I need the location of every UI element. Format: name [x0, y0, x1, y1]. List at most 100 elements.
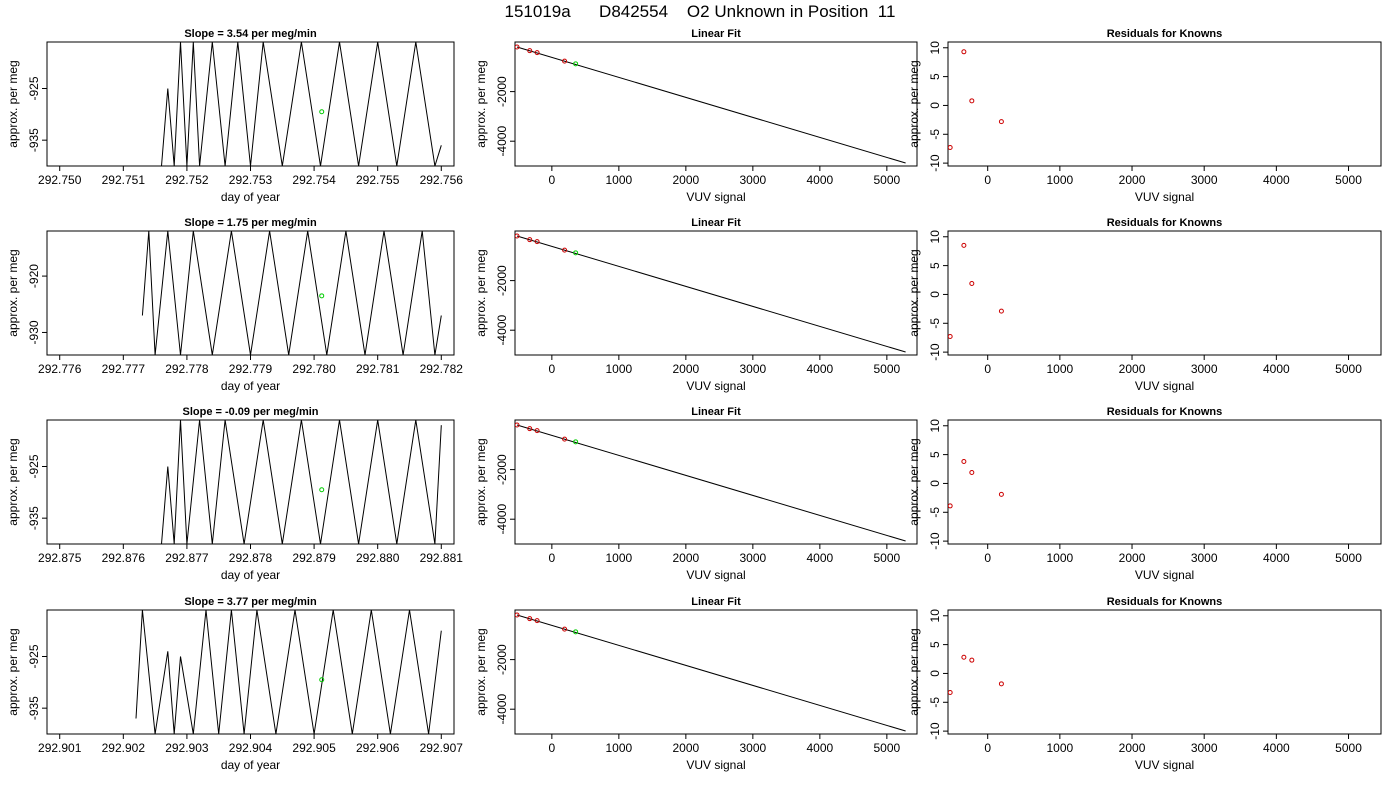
residual-point	[969, 280, 975, 286]
x-axis-label: VUV signal	[686, 568, 745, 582]
x-tick-label: 0	[984, 362, 991, 376]
residual-point	[948, 503, 953, 509]
x-tick-label: 3000	[739, 173, 766, 187]
x-axis-label: day of year	[221, 379, 280, 393]
known-point	[562, 626, 568, 632]
y-tick-label: 10	[928, 230, 942, 244]
x-axis-label: VUV signal	[1135, 379, 1194, 393]
panel-title: Linear Fit	[691, 406, 741, 418]
x-tick-label: 4000	[1263, 551, 1290, 565]
x-tick-label: 292.904	[229, 741, 273, 755]
unknown-point	[573, 61, 579, 67]
x-axis-label: VUV signal	[1135, 568, 1194, 582]
known-point	[562, 247, 568, 253]
plot-area	[948, 459, 1004, 509]
residual-point	[969, 657, 975, 663]
y-axis-label: approx. per meg	[6, 249, 20, 336]
panel-title: Linear Fit	[691, 28, 741, 40]
y-tick-label: -4000	[495, 315, 509, 346]
x-tick-label: 292.778	[165, 362, 209, 376]
y-tick-label: -935	[27, 128, 41, 152]
residual-point	[998, 681, 1004, 687]
plot-frame	[514, 41, 918, 167]
plot-frame	[46, 419, 455, 545]
x-axis-label: day of year	[221, 758, 280, 772]
x-axis-label: VUV signal	[686, 379, 745, 393]
x-tick-label: 292.756	[420, 173, 464, 187]
plot-frame	[514, 419, 918, 545]
y-tick-label: -935	[27, 506, 41, 530]
x-tick-label: 3000	[1191, 741, 1218, 755]
plot-area	[161, 420, 442, 544]
y-tick-label: -935	[27, 696, 41, 720]
y-axis-label: approx. per meg	[474, 60, 488, 147]
y-axis-label: approx. per meg	[907, 60, 921, 147]
residual-point	[948, 145, 953, 151]
x-tick-label: 292.902	[102, 741, 146, 755]
x-axis-label: day of year	[221, 190, 280, 204]
known-point	[527, 48, 533, 54]
x-tick-label: 292.780	[292, 362, 336, 376]
y-tick-label: -4000	[495, 126, 509, 157]
x-tick-label: 292.878	[229, 551, 273, 565]
chart-panel-linear-fit-1: Linear Fit 0 1000 2000 3000 4000 5000 -2000 -400…	[474, 28, 918, 204]
x-tick-label: 3000	[1191, 551, 1218, 565]
x-tick-label: 4000	[806, 362, 833, 376]
y-axis-label: approx. per meg	[474, 438, 488, 525]
x-tick-label: 292.776	[38, 362, 82, 376]
y-axis-label: approx. per meg	[907, 249, 921, 336]
x-tick-label: 292.905	[292, 741, 336, 755]
unknown-point	[319, 109, 325, 115]
y-tick-label: -2000	[495, 454, 509, 485]
y-tick-label: -10	[928, 532, 942, 550]
chart-panel-residuals-3: Residuals for Knowns 0 1000 2000 3000 4000 500…	[907, 406, 1382, 582]
x-tick-label: 2000	[1119, 741, 1146, 755]
x-tick-label: 1000	[605, 551, 632, 565]
x-tick-label: 3000	[1191, 362, 1218, 376]
known-point	[534, 618, 540, 624]
x-tick-label: 0	[549, 551, 556, 565]
chart-panel-residuals-4: Residuals for Knowns 0 1000 2000 3000 4000 500…	[907, 596, 1382, 772]
x-tick-label: 4000	[806, 173, 833, 187]
chart-panel-time-series-2: Slope = 1.75 per meg/min 292.776 292.777 29…	[6, 217, 463, 393]
known-point	[527, 426, 533, 432]
x-tick-label: 292.906	[356, 741, 400, 755]
x-tick-label: 3000	[1191, 173, 1218, 187]
x-tick-label: 5000	[1335, 173, 1362, 187]
y-axis-label: approx. per meg	[474, 249, 488, 336]
plot-area	[515, 233, 906, 353]
plot-area	[515, 44, 906, 164]
plot-frame	[514, 230, 918, 356]
residual-point	[961, 242, 967, 248]
x-tick-label: 292.753	[229, 173, 273, 187]
residual-point	[969, 98, 975, 104]
x-tick-label: 292.875	[38, 551, 82, 565]
x-axis-label: VUV signal	[686, 190, 745, 204]
panel-title: Slope = -0.09 per meg/min	[182, 406, 318, 418]
y-tick-label: -930	[27, 320, 41, 344]
x-tick-label: 4000	[806, 741, 833, 755]
plot-frame	[947, 230, 1382, 356]
x-tick-label: 2000	[672, 741, 699, 755]
x-axis-label: VUV signal	[1135, 758, 1194, 772]
known-point	[534, 50, 540, 56]
chart-panel-time-series-1: Slope = 3.54 per meg/min 292.750 292.751 29…	[6, 28, 463, 204]
plot-area	[141, 231, 442, 355]
x-tick-label: 5000	[873, 551, 900, 565]
x-tick-label: 292.880	[356, 551, 400, 565]
y-axis-label: approx. per meg	[907, 438, 921, 525]
x-tick-label: 2000	[1119, 362, 1146, 376]
y-tick-label: -2000	[495, 76, 509, 107]
y-tick-label: -2000	[495, 644, 509, 675]
x-tick-label: 0	[984, 551, 991, 565]
x-tick-label: 1000	[1047, 173, 1074, 187]
plot-frame	[947, 41, 1382, 167]
plot-area	[948, 242, 1004, 340]
plot-frame	[947, 609, 1382, 735]
residual-point	[948, 334, 953, 340]
plot-area	[515, 612, 906, 732]
y-tick-label: 0	[928, 291, 942, 298]
x-tick-label: 292.879	[292, 551, 336, 565]
known-point	[515, 612, 520, 618]
